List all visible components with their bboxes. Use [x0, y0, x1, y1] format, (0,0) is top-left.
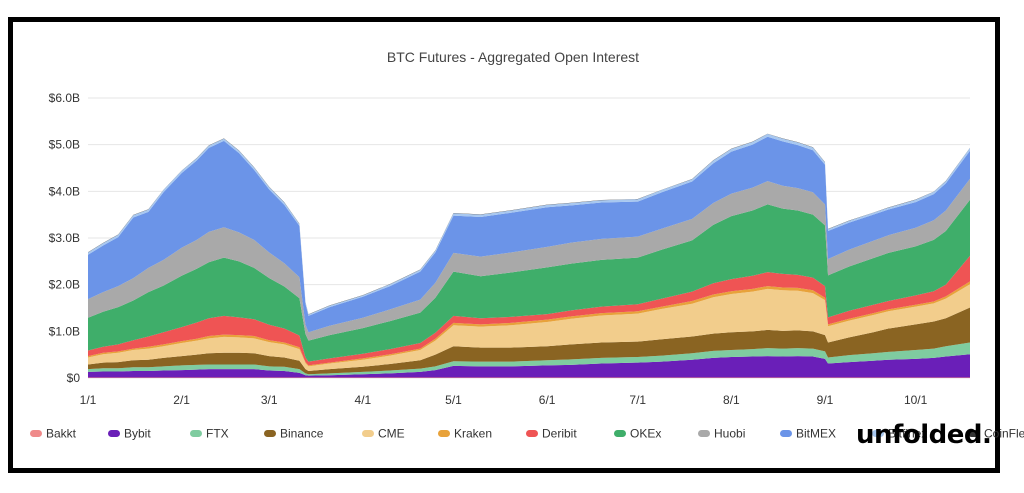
legend-swatch [108, 430, 120, 437]
legend-swatch [438, 430, 450, 437]
x-tick-label: 8/1 [723, 393, 740, 407]
legend-swatch [780, 430, 792, 437]
legend-label: Bitfinex [888, 427, 927, 441]
legend-swatch [190, 430, 202, 437]
x-tick-label: 2/1 [173, 393, 190, 407]
legend-label: Huobi [714, 427, 745, 441]
y-tick-label: $6.0B [49, 91, 80, 105]
x-tick-label: 1/1 [80, 393, 97, 407]
brand-logo-text: unfolded. [856, 420, 992, 450]
legend-swatch [968, 430, 980, 437]
legend-label: Binance [280, 427, 324, 441]
legend-label: CoinFlex [984, 427, 1024, 441]
legend-swatch [526, 430, 538, 437]
area-series-huobi [88, 178, 970, 341]
legend-label: CME [378, 427, 405, 441]
stacked-areas [88, 133, 970, 378]
y-tick-label: $1.0B [49, 324, 80, 338]
chart-title: BTC Futures - Aggregated Open Interest [387, 49, 639, 65]
legend-swatch [698, 430, 710, 437]
area-series-deribit [88, 255, 970, 366]
legend-label: Bakkt [46, 427, 77, 441]
x-tick-label: 10/1 [904, 393, 928, 407]
area-series-cme [88, 284, 970, 371]
y-tick-label: $4.0B [49, 184, 80, 198]
area-series-binance [88, 307, 970, 375]
x-tick-label: 5/1 [445, 393, 462, 407]
area-series-ftx [88, 342, 970, 376]
x-tick-label: 9/1 [817, 393, 834, 407]
legend-swatch [614, 430, 626, 437]
y-tick-label: $2.0B [49, 278, 80, 292]
area-series-okex [88, 199, 970, 362]
x-tick-label: 3/1 [261, 393, 278, 407]
legend-swatch [264, 430, 276, 437]
legend-label: Deribit [542, 427, 577, 441]
y-tick-label: $5.0B [49, 138, 80, 152]
legend-label: FTX [206, 427, 229, 441]
legend-label: Bybit [124, 427, 151, 441]
y-tick-label: $3.0B [49, 231, 80, 245]
y-tick-label: $0 [67, 371, 81, 385]
axis-labels: $0 $1.0B $2.0B $3.0B $4.0B $5.0B $6.0B 1/1 2/1 3/… [49, 91, 928, 407]
x-tick-label: 6/1 [539, 393, 556, 407]
legend-swatch [872, 430, 884, 437]
x-tick-label: 4/1 [355, 393, 372, 407]
legend-swatch [362, 430, 374, 437]
legend-label: OKEx [630, 427, 661, 441]
legend-label: BitMEX [796, 427, 836, 441]
legend-label: Kraken [454, 427, 492, 441]
legend: Bakkt Bybit FTX Binance CME Kraken Deribit OKEx… [30, 427, 1024, 441]
legend-swatch [30, 430, 42, 437]
x-tick-label: 7/1 [629, 393, 646, 407]
area-series-bitmex [88, 136, 970, 333]
